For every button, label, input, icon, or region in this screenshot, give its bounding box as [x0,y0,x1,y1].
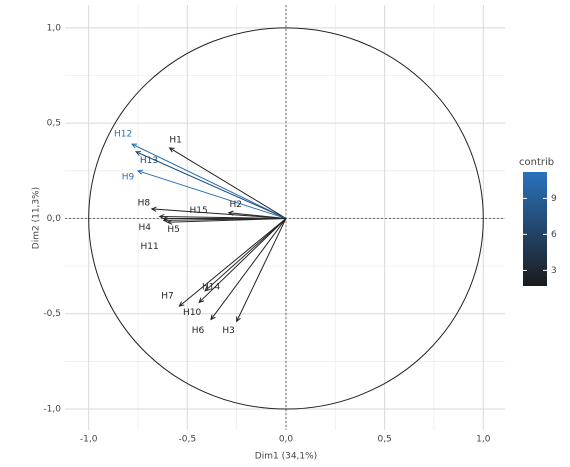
arrow [134,151,287,219]
arrow [166,217,287,225]
arrow-shaft [204,218,287,292]
legend-title: contrib [519,157,554,168]
arrow-head [198,297,205,304]
x-tick-label: 1,0 [476,435,491,445]
point-label: H9 [122,172,135,182]
point-label: H3 [222,326,235,336]
y-tick-label: 0,0 [47,214,62,224]
point-label: H6 [192,326,205,336]
arrow [236,218,287,323]
arrow [150,206,287,219]
arrow-head [178,301,185,307]
arrow-shaft [198,218,287,303]
point-label: H2 [230,200,243,210]
arrow-shaft [151,208,287,219]
arrow-shaft [169,147,287,219]
point-label: H13 [140,156,158,166]
point-label: H10 [183,308,201,318]
y-axis-label: Dim2 (11,3%) [32,187,42,249]
arrow-shaft [228,212,287,219]
arrow-head [210,314,216,321]
arrow-head [168,147,175,153]
arrow-shaft [159,216,286,219]
y-tick-label: 0,5 [47,119,61,129]
point-label: H8 [138,198,151,208]
colorbar [523,172,547,286]
arrow-head [236,316,241,323]
arrow-shaft [179,218,287,307]
point-label: H14 [202,282,220,292]
arrow [131,143,287,219]
arrow-shaft [167,217,287,223]
arrow [198,218,287,304]
arrow-head [136,169,144,175]
arrow [168,147,287,219]
arrow [204,218,287,292]
arrow-head [131,143,138,149]
arrow-head [166,219,173,225]
arrow [158,213,286,220]
point-label: H11 [140,242,158,252]
unit-circle [88,27,484,410]
arrow-head [162,217,169,223]
point-label: H12 [114,130,132,140]
y-tick-label: 1,0 [47,23,62,33]
arrow-head [158,213,165,220]
point-label: H4 [138,223,151,233]
point-label: H7 [161,292,174,302]
colorbar-label: 9 [551,194,557,204]
arrow-shaft [131,143,287,219]
arrow-shaft [135,151,287,219]
arrow-shaft [236,218,287,322]
arrow-head [150,206,157,212]
arrow-head [204,286,211,292]
colorbar-label: 3 [551,266,557,276]
arrow [227,210,287,219]
point-label: H15 [190,206,208,216]
colorbar-label: 6 [551,230,557,240]
y-tick-label: -0,5 [43,309,61,319]
point-label: H1 [169,135,182,145]
point-label: H5 [167,225,180,235]
x-axis-label: Dim1 (34,1%) [255,452,317,462]
arrow [136,169,287,219]
y-tick-label: -1,0 [43,405,61,415]
arrow-head [134,151,142,156]
x-tick-label: 0,5 [377,435,391,445]
arrow-head [227,210,234,216]
arrow [178,218,287,307]
x-tick-label: 0,0 [279,435,294,445]
arrow-shaft [210,218,287,320]
x-tick-label: -0,5 [179,435,197,445]
x-tick-label: -1,0 [80,435,98,445]
arrow-shaft [137,170,287,219]
arrow [210,218,287,321]
